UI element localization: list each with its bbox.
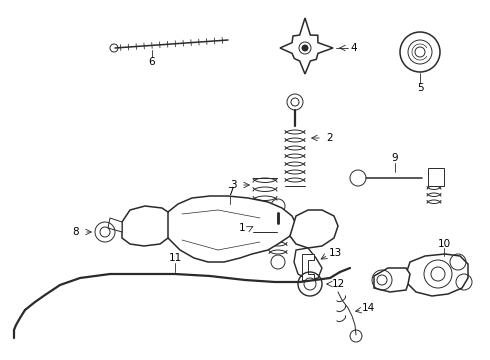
Text: 9: 9 [392,153,398,163]
Polygon shape [290,210,338,248]
Text: 6: 6 [148,57,155,67]
Text: 7: 7 [227,187,233,197]
Text: 5: 5 [416,83,423,93]
Polygon shape [294,248,322,280]
Polygon shape [406,254,468,296]
Polygon shape [108,218,122,232]
Polygon shape [302,254,314,280]
Text: 11: 11 [169,253,182,263]
Polygon shape [374,268,410,292]
Text: 2: 2 [327,133,333,143]
Polygon shape [122,206,168,246]
Text: 3: 3 [230,180,236,190]
Text: 4: 4 [351,43,357,53]
Circle shape [302,45,308,51]
Text: 13: 13 [328,248,342,258]
Text: 1: 1 [239,223,245,233]
Polygon shape [280,18,333,74]
Text: 14: 14 [362,303,375,313]
Text: 8: 8 [73,227,79,237]
Polygon shape [162,196,296,262]
Polygon shape [428,168,444,186]
Text: 12: 12 [331,279,344,289]
Text: 10: 10 [438,239,451,249]
